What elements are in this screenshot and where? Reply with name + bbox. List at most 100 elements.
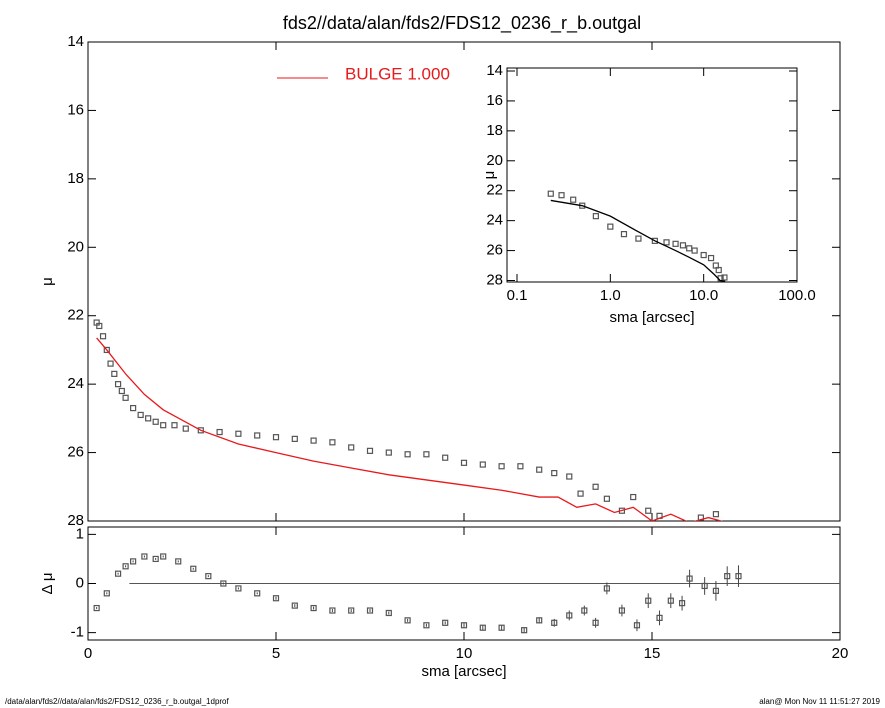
y-tick-label: 1 — [76, 525, 84, 542]
x-axis-label: sma [arcsec] — [421, 663, 506, 680]
x-tick-label: 15 — [644, 645, 661, 662]
data-point — [235, 585, 242, 592]
data-point — [137, 411, 144, 419]
data-point — [329, 607, 336, 614]
data-point — [130, 558, 137, 565]
data-point — [686, 575, 693, 582]
data-point — [712, 587, 720, 594]
y-tick-label: 24 — [486, 212, 503, 229]
y-axis-label: Δ μ — [39, 572, 56, 594]
data-point — [175, 558, 182, 565]
data-point — [310, 604, 317, 612]
data-point — [645, 507, 652, 514]
x-axis-label: sma [arcsec] — [609, 309, 694, 326]
data-point — [667, 597, 674, 604]
data-point — [498, 624, 505, 631]
y-tick-label: 16 — [486, 92, 503, 109]
data-point — [272, 434, 280, 441]
data-point — [423, 451, 430, 458]
y-tick-label: 22 — [67, 307, 84, 324]
data-point — [152, 555, 159, 563]
data-point — [536, 466, 543, 473]
x-tick-label: 5 — [272, 645, 280, 662]
y-tick-label: 26 — [67, 444, 84, 461]
data-point — [678, 600, 686, 607]
data-point — [122, 394, 129, 401]
data-point — [93, 604, 100, 612]
model-line — [550, 199, 726, 282]
data-point — [114, 570, 122, 577]
data-point — [220, 580, 227, 587]
data-point — [577, 490, 584, 497]
data-point — [99, 333, 107, 340]
data-point — [197, 427, 204, 434]
plot-area — [547, 190, 728, 282]
x-tick-label: 1.0 — [600, 287, 621, 304]
data-point — [521, 627, 528, 634]
data-point — [498, 463, 505, 470]
data-point — [630, 493, 637, 501]
data-point — [348, 607, 355, 614]
data-point — [205, 573, 212, 580]
y-tick-label: 14 — [486, 62, 503, 79]
footer-stamp: alan@ Mon Nov 11 11:51:27 2019 — [759, 697, 880, 706]
x-tick-label: 10 — [456, 645, 473, 662]
y-tick-label: 26 — [486, 242, 503, 259]
data-point — [547, 190, 554, 197]
data-point — [114, 381, 122, 388]
y-tick-label: 18 — [67, 170, 84, 187]
plot-frame — [506, 67, 798, 283]
plot-area — [93, 319, 724, 521]
y-axis-label: μ — [39, 277, 56, 286]
data-point — [635, 235, 642, 242]
data-point — [551, 470, 558, 477]
data-point — [592, 619, 599, 626]
data-point — [581, 607, 588, 614]
y-tick-label: 0 — [76, 574, 84, 591]
data-point — [715, 266, 722, 274]
data-point — [592, 213, 599, 220]
y-tick-label: 18 — [486, 122, 503, 139]
data-point — [404, 617, 411, 624]
data-point — [663, 239, 670, 246]
data-point — [442, 454, 449, 461]
data-point — [442, 619, 449, 626]
data-point — [517, 463, 524, 470]
data-point — [310, 437, 317, 444]
y-tick-label: 28 — [486, 271, 503, 288]
data-point — [645, 597, 652, 604]
data-point — [254, 590, 261, 597]
x-tick-label: 10.0 — [689, 287, 718, 304]
data-point — [141, 553, 148, 560]
data-point — [291, 602, 298, 609]
data-point — [385, 609, 392, 617]
y-tick-label: 22 — [486, 182, 503, 199]
x-tick-label: 0 — [84, 645, 92, 662]
y-tick-label: 20 — [67, 238, 84, 255]
model-line — [96, 337, 724, 521]
data-point — [551, 619, 558, 626]
y-axis-label: μ — [481, 171, 498, 180]
data-point — [182, 425, 189, 432]
data-point — [96, 322, 103, 330]
data-point — [570, 196, 577, 203]
x-tick-label: 20 — [832, 645, 849, 662]
x-tick-label: 0.1 — [507, 287, 528, 304]
y-tick-label: 16 — [67, 101, 84, 118]
data-point — [724, 573, 731, 580]
y-tick-label: 24 — [67, 375, 84, 392]
data-point — [479, 624, 486, 631]
data-point — [216, 428, 223, 436]
data-point — [721, 274, 728, 281]
data-point — [291, 435, 298, 442]
data-point — [423, 622, 430, 629]
data-point — [107, 360, 114, 367]
chart-title: fds2//data/alan/fds2/FDS12_0236_r_b.outg… — [283, 13, 641, 34]
data-point — [603, 495, 610, 502]
data-point — [160, 422, 167, 429]
data-point — [329, 439, 336, 446]
data-point — [385, 449, 392, 456]
data-point — [479, 461, 486, 468]
data-point — [712, 511, 720, 518]
data-point — [701, 582, 708, 590]
